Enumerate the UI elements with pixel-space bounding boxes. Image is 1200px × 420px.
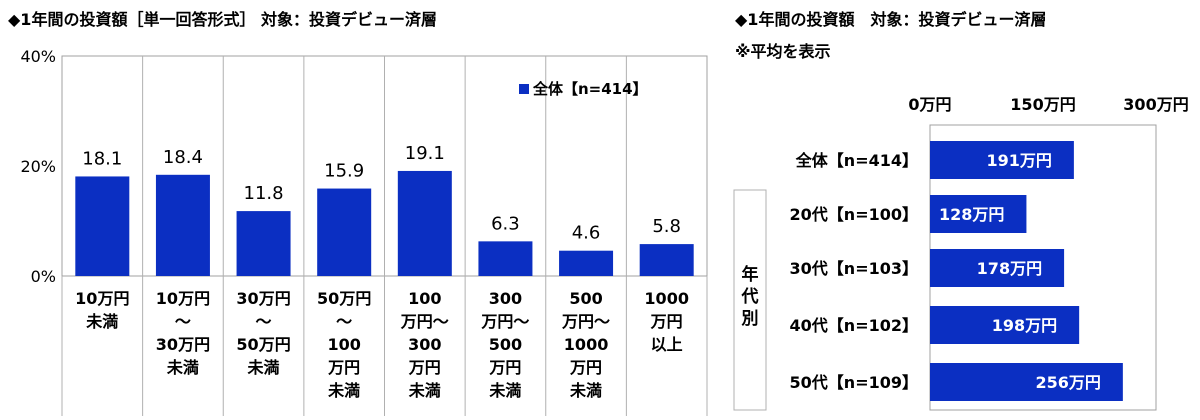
- bar: [559, 250, 614, 276]
- group-label: 代: [741, 286, 759, 307]
- x-tick-label: 1000: [564, 335, 609, 354]
- x-tick-label: 未満: [408, 381, 441, 400]
- group-label: 別: [741, 309, 759, 329]
- x-tick-label: 万円: [488, 358, 521, 377]
- bar: [930, 363, 1123, 401]
- x-tick-label: 500: [569, 289, 602, 308]
- data-label: 18.4: [163, 147, 203, 168]
- data-label: 5.8: [652, 216, 681, 237]
- x-tick-label: 未満: [166, 358, 199, 377]
- x-tick-label: 50万円: [236, 335, 290, 354]
- bar: [930, 195, 1027, 233]
- data-label: 128万円: [939, 205, 1004, 224]
- x-tick-label: 万円～: [400, 312, 449, 331]
- x-tick-label: 0万円: [908, 95, 951, 114]
- bar: [75, 176, 130, 276]
- bar: [317, 188, 372, 276]
- group-label: 年: [742, 264, 759, 285]
- data-label: 256万円: [1035, 373, 1100, 392]
- x-tick-label: 万円: [569, 358, 602, 377]
- x-tick-label: ～: [336, 312, 352, 331]
- category-label: 40代【n=102】: [790, 316, 918, 335]
- bar: [930, 249, 1065, 287]
- bar: [236, 211, 291, 276]
- data-label: 11.8: [244, 183, 284, 204]
- right-chart-subtitle: ※平均を表示: [735, 42, 831, 61]
- category-label: 全体【n=414】: [795, 151, 918, 170]
- x-tick-label: 300: [489, 289, 522, 308]
- x-tick-label: 30万円: [156, 335, 210, 354]
- data-label: 15.9: [324, 161, 364, 182]
- bar: [930, 306, 1080, 344]
- x-tick-label: 100: [408, 289, 441, 308]
- legend-label: 全体【n=414】: [532, 80, 648, 98]
- x-tick-label: ～: [256, 312, 272, 331]
- data-label: 4.6: [572, 223, 601, 244]
- x-tick-label: 以上: [651, 335, 683, 354]
- x-tick-label: 未満: [85, 312, 118, 331]
- category-label: 30代【n=103】: [790, 259, 918, 278]
- bar: [930, 141, 1074, 179]
- x-tick-label: 150万円: [1010, 95, 1075, 114]
- x-tick-label: 未満: [247, 358, 280, 377]
- category-label: 50代【n=109】: [790, 373, 918, 392]
- data-label: 6.3: [491, 213, 520, 234]
- y-tick-label: 40%: [20, 47, 56, 66]
- bar: [478, 241, 533, 276]
- x-tick-label: 500: [489, 335, 522, 354]
- category-label: 20代【n=100】: [790, 205, 918, 224]
- x-tick-label: 未満: [569, 381, 602, 400]
- x-tick-label: ～: [175, 312, 191, 331]
- legend-swatch: [519, 84, 529, 94]
- x-tick-label: 万円: [327, 358, 360, 377]
- group-bracket: [733, 189, 767, 411]
- left-chart-title: ◆1年間の投資額［単一回答形式］ 対象：投資デビュー済層: [8, 10, 438, 29]
- x-tick-label: 30万円: [236, 289, 290, 308]
- x-tick-label: 10万円: [75, 289, 129, 308]
- data-label: 198万円: [992, 316, 1057, 335]
- x-tick-label: 万円: [408, 358, 441, 377]
- x-tick-label: 50万円: [317, 289, 371, 308]
- x-tick-label: 10万円: [156, 289, 210, 308]
- x-tick-label: 万円: [650, 312, 683, 331]
- data-label: 178万円: [977, 259, 1042, 278]
- left-bar-chart: 0%20%40%18.110万円未満18.410万円～30万円未満11.830万…: [20, 47, 708, 416]
- x-tick-label: 万円～: [561, 312, 610, 331]
- x-tick-label: 300万円: [1123, 95, 1188, 114]
- bar: [397, 170, 452, 276]
- right-chart-title: ◆1年間の投資額 対象：投資デビュー済層: [735, 10, 1047, 29]
- x-tick-label: 300: [408, 335, 441, 354]
- y-tick-label: 20%: [20, 157, 56, 176]
- x-tick-label: 100: [327, 335, 360, 354]
- data-label: 18.1: [82, 148, 122, 169]
- x-tick-label: 万円～: [480, 312, 529, 331]
- y-tick-label: 0%: [31, 267, 56, 286]
- data-label: 191万円: [986, 151, 1051, 170]
- bar: [155, 174, 210, 276]
- x-tick-label: 未満: [488, 381, 521, 400]
- data-label: 19.1: [405, 143, 445, 164]
- x-tick-label: 1000: [644, 289, 689, 308]
- bar: [639, 244, 694, 276]
- x-tick-label: 未満: [327, 381, 360, 400]
